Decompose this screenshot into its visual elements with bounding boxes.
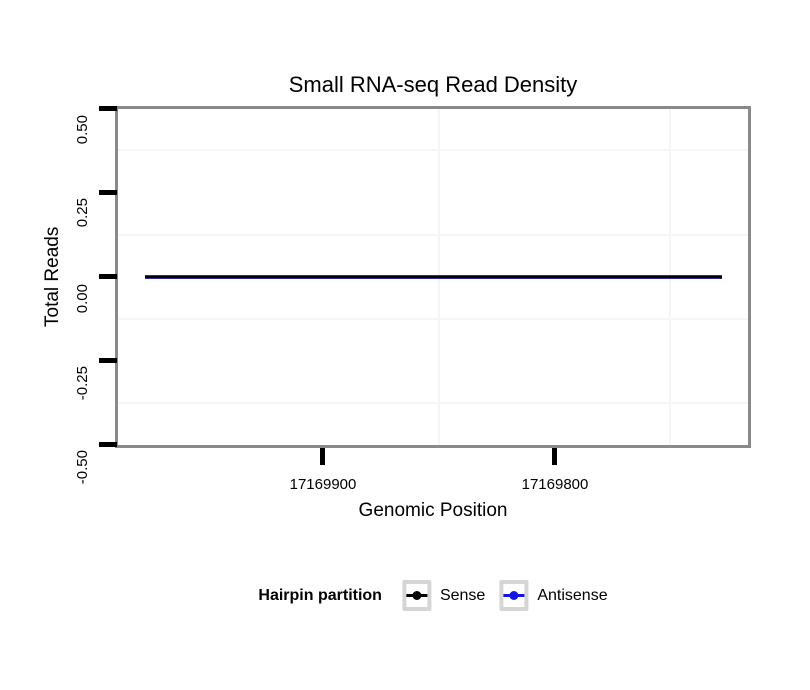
legend-item-sense: Sense — [401, 580, 486, 611]
legend-title: Hairpin partition — [258, 586, 382, 604]
x-tick-label: 17169900 — [289, 476, 357, 493]
gridline-minor-h — [118, 234, 748, 236]
y-tick-label: -0.25 — [74, 366, 91, 401]
y-tick-mark — [99, 442, 117, 447]
x-tick-mark — [320, 448, 325, 465]
y-tick-label: 0.50 — [74, 115, 91, 145]
sense-key-icon — [401, 580, 431, 611]
x-tick-mark — [552, 448, 557, 465]
legend-label-antisense: Antisense — [537, 586, 608, 604]
series-line-sense — [145, 276, 722, 278]
gridline-minor-h — [118, 318, 748, 320]
antisense-key-icon — [499, 580, 529, 611]
x-tick-label: 17169800 — [521, 476, 589, 493]
y-tick-label: 0.00 — [74, 284, 91, 314]
x-axis-title: Genomic Position — [358, 500, 508, 521]
y-tick-mark — [99, 106, 117, 111]
legend-item-antisense: Antisense — [499, 580, 608, 611]
y-tick-mark — [99, 274, 117, 279]
y-tick-label: 0.25 — [74, 198, 91, 228]
legend-label-sense: Sense — [439, 586, 486, 604]
y-tick-mark — [99, 190, 117, 195]
legend: Hairpin partition Sense Antisense — [258, 580, 608, 611]
sense-key-point-icon — [411, 591, 421, 600]
plot-panel — [115, 106, 751, 448]
y-tick-label: -0.50 — [74, 450, 91, 485]
y-axis-title: Total Reads — [42, 226, 63, 328]
y-tick-mark — [99, 358, 117, 363]
gridline-minor-h — [118, 402, 748, 404]
gridline-minor-h — [118, 149, 748, 151]
antisense-key-point-icon — [509, 591, 519, 600]
plot-title: Small RNA-seq Read Density — [288, 72, 578, 97]
